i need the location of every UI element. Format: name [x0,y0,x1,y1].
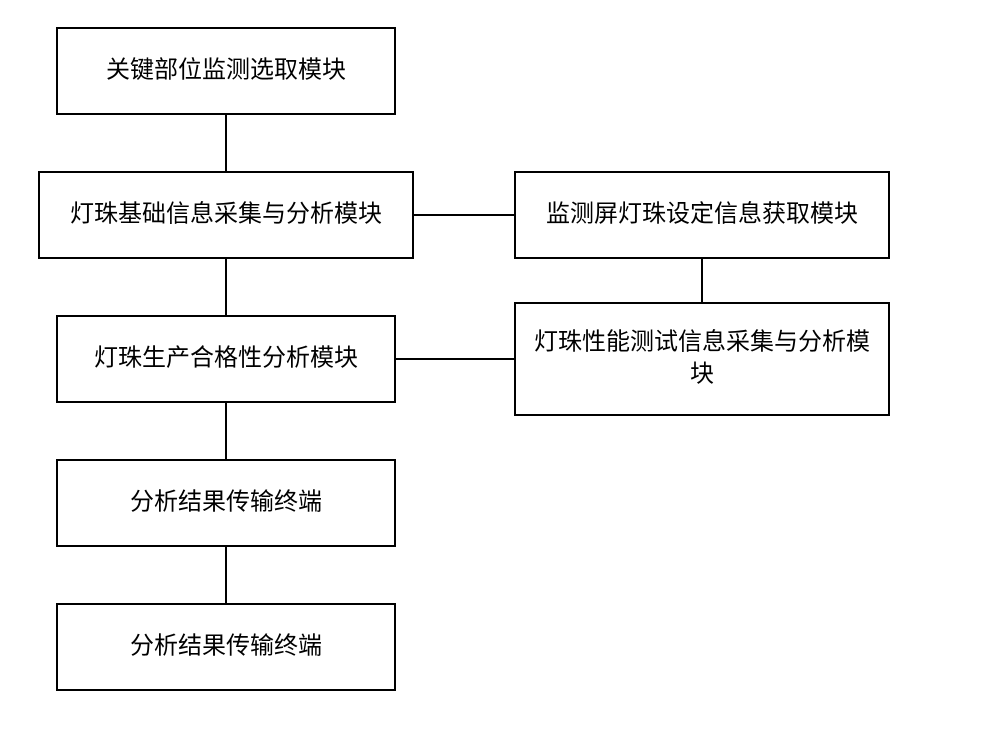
node-box [515,303,889,415]
node-n3: 监测屏灯珠设定信息获取模块 [515,172,889,258]
node-label: 监测屏灯珠设定信息获取模块 [546,200,858,227]
node-n2: 灯珠基础信息采集与分析模块 [39,172,413,258]
node-label: 灯珠基础信息采集与分析模块 [70,200,382,227]
node-label-line1: 灯珠性能测试信息采集与分析模 [534,328,870,355]
node-n1: 关键部位监测选取模块 [57,28,395,114]
node-n6: 分析结果传输终端 [57,460,395,546]
node-label: 关键部位监测选取模块 [106,56,346,83]
node-label: 分析结果传输终端 [130,632,322,659]
node-label: 分析结果传输终端 [130,488,322,515]
node-label: 灯珠生产合格性分析模块 [94,344,358,371]
node-n4: 灯珠生产合格性分析模块 [57,316,395,402]
node-n5: 灯珠性能测试信息采集与分析模块 [515,303,889,415]
node-n7: 分析结果传输终端 [57,604,395,690]
node-label-line2: 块 [690,360,714,387]
flowchart-diagram: 关键部位监测选取模块灯珠基础信息采集与分析模块 监测屏灯珠设定信息获取模块灯珠生产… [0,0,1000,755]
